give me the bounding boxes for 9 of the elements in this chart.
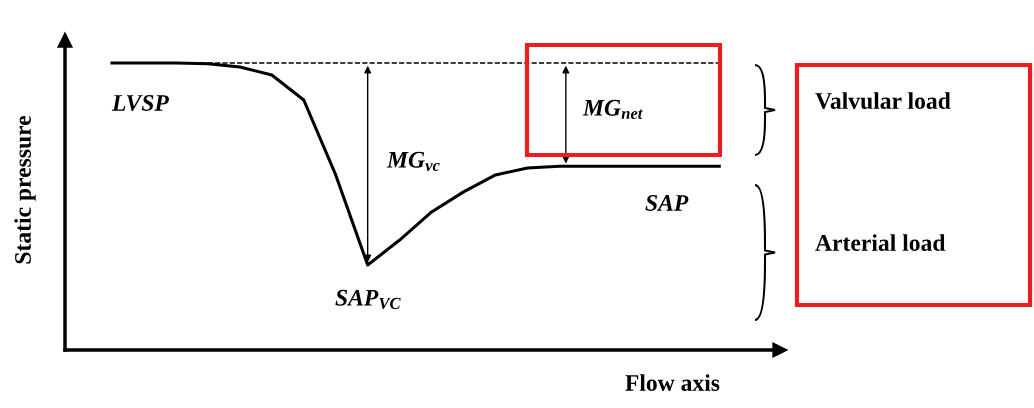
y-axis-title: Static pressure <box>14 115 36 264</box>
text: Arterial load <box>815 234 946 251</box>
x-axis-title: Flow axis <box>625 374 720 391</box>
annotation: LVSP <box>111 95 169 112</box>
annotation: SAP <box>645 195 689 211</box>
annotation: MG$_{vc}$ <box>386 151 440 171</box>
annotation: SAP$_{VC}$ <box>335 289 401 309</box>
text: Valvular load <box>815 92 951 110</box>
annotation: MG$_{net}$ <box>582 99 643 119</box>
